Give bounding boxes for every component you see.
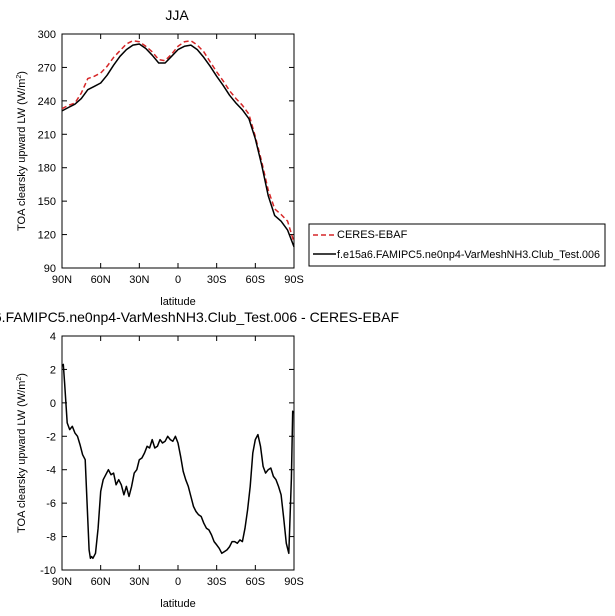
- x-tick-label: 60S: [246, 576, 266, 588]
- bottom-chart-y-axis-label-tail: ): [16, 373, 28, 377]
- bottom-chart-series: [61, 363, 295, 560]
- y-tick-label: -4: [46, 465, 56, 477]
- top-chart-title: JJA: [165, 7, 189, 23]
- y-tick-label: 240: [38, 96, 56, 108]
- bottom-chart: f.e15a6.FAMIPC5.ne0np4-VarMeshNH3.Club_T…: [0, 309, 399, 610]
- y-tick-label: 270: [38, 62, 56, 74]
- y-tick-label: -8: [46, 532, 56, 544]
- bottom-chart-title: f.e15a6.FAMIPC5.ne0np4-VarMeshNH3.Club_T…: [0, 309, 399, 325]
- x-tick-label: 0: [175, 274, 181, 286]
- top-chart-y-axis: 90 120 150 180 210 240 270 300: [38, 29, 294, 275]
- top-chart-y-axis-label: TOA clearsky upward LW (W/m2): [16, 71, 28, 231]
- top-chart-y-axis-label-sup: 2: [16, 75, 23, 79]
- x-tick-label: 90N: [52, 576, 72, 588]
- y-tick-label: 180: [38, 163, 56, 175]
- top-chart: JJA 90 120 150 180 210 240 270 300 90N 60N 30N 0 30…: [16, 7, 606, 308]
- y-tick-label: 4: [50, 331, 56, 343]
- bottom-chart-x-axis: 90N 60N 30N 0 30S 60S 90S: [52, 336, 304, 588]
- bottom-chart-y-axis: -10 -8 -6 -4 -2 0 2 4: [40, 331, 294, 577]
- x-tick-label: 0: [175, 576, 181, 588]
- bottom-chart-y-axis-label: TOA clearsky upward LW (W/m2): [16, 373, 28, 533]
- x-tick-label: 30S: [207, 274, 227, 286]
- y-tick-label: 210: [38, 129, 56, 141]
- x-tick-label: 90N: [52, 274, 72, 286]
- y-tick-label: 90: [44, 263, 56, 275]
- legend-label-model: f.e15a6.FAMIPC5.ne0np4-VarMeshNH3.Club_T…: [337, 249, 600, 261]
- top-chart-x-axis: 90N 60N 30N 0 30S 60S 90S: [52, 34, 304, 286]
- x-tick-label: 90S: [284, 576, 304, 588]
- x-tick-label: 60N: [91, 274, 111, 286]
- y-tick-label: -2: [46, 431, 56, 443]
- series-line-2: [61, 43, 295, 248]
- y-tick-label: -10: [40, 565, 56, 577]
- top-chart-y-axis-label-main: TOA clearsky upward LW (W/m: [16, 79, 28, 231]
- y-tick-label: 120: [38, 230, 56, 242]
- x-tick-label: 30S: [207, 576, 227, 588]
- x-tick-label: 30N: [129, 576, 149, 588]
- top-chart-series: [61, 39, 295, 248]
- y-tick-label: 300: [38, 29, 56, 41]
- legend-label-ceres: CERES-EBAF: [337, 229, 408, 241]
- x-tick-label: 30N: [129, 274, 149, 286]
- x-tick-label: 60S: [246, 274, 266, 286]
- y-tick-label: 150: [38, 196, 56, 208]
- x-tick-label: 60N: [91, 576, 111, 588]
- series-line-1: [61, 39, 295, 243]
- legend-box: [308, 223, 606, 267]
- bottom-chart-x-axis-label: latitude: [160, 598, 195, 610]
- top-chart-y-axis-label-tail: ): [16, 71, 28, 75]
- y-tick-label: 0: [50, 398, 56, 410]
- top-chart-x-axis-label: latitude: [160, 296, 195, 308]
- y-tick-label: -6: [46, 498, 56, 510]
- bottom-chart-y-axis-label-sup: 2: [16, 377, 23, 381]
- series-line-1: [61, 363, 295, 560]
- x-tick-label: 90S: [284, 274, 304, 286]
- top-chart-legend: CERES-EBAF f.e15a6.FAMIPC5.ne0np4-VarMes…: [308, 223, 606, 267]
- y-tick-label: 2: [50, 364, 56, 376]
- bottom-chart-y-axis-label-main: TOA clearsky upward LW (W/m: [16, 381, 28, 533]
